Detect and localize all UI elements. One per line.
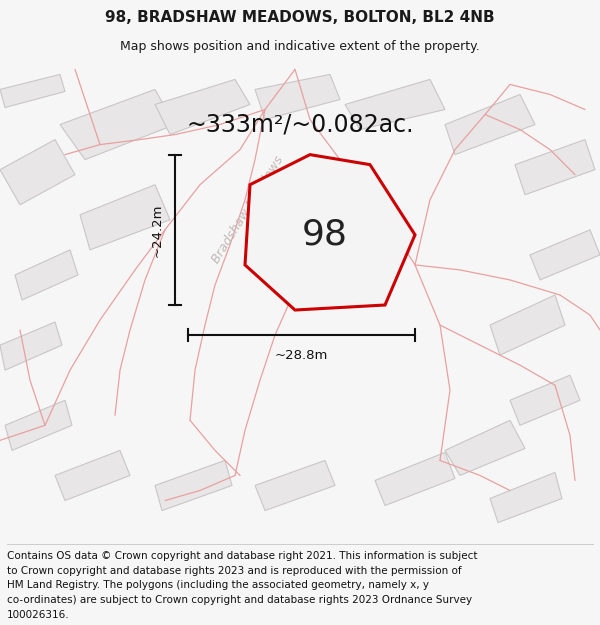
Text: co-ordinates) are subject to Crown copyright and database rights 2023 Ordnance S: co-ordinates) are subject to Crown copyr… <box>7 595 472 605</box>
Text: Map shows position and indicative extent of the property.: Map shows position and indicative extent… <box>120 40 480 52</box>
Text: 98: 98 <box>302 218 348 252</box>
Polygon shape <box>155 79 250 134</box>
Polygon shape <box>510 375 580 426</box>
Polygon shape <box>80 185 170 250</box>
Text: Contains OS data © Crown copyright and database right 2021. This information is : Contains OS data © Crown copyright and d… <box>7 551 478 561</box>
Text: ~28.8m: ~28.8m <box>275 349 328 362</box>
Text: HM Land Registry. The polygons (including the associated geometry, namely x, y: HM Land Registry. The polygons (includin… <box>7 580 429 590</box>
Polygon shape <box>0 74 65 108</box>
Polygon shape <box>5 400 72 451</box>
Text: 98, BRADSHAW MEADOWS, BOLTON, BL2 4NB: 98, BRADSHAW MEADOWS, BOLTON, BL2 4NB <box>105 10 495 25</box>
Text: ~24.2m: ~24.2m <box>151 203 163 257</box>
Polygon shape <box>530 230 600 280</box>
Polygon shape <box>0 139 75 205</box>
Polygon shape <box>490 295 565 355</box>
Polygon shape <box>490 472 562 522</box>
Polygon shape <box>60 89 175 159</box>
Polygon shape <box>155 461 232 511</box>
Polygon shape <box>515 139 595 195</box>
Polygon shape <box>345 79 445 129</box>
Polygon shape <box>245 154 415 310</box>
Polygon shape <box>255 461 335 511</box>
Polygon shape <box>0 322 62 370</box>
Polygon shape <box>55 451 130 501</box>
Polygon shape <box>445 94 535 154</box>
Text: to Crown copyright and database rights 2023 and is reproduced with the permissio: to Crown copyright and database rights 2… <box>7 566 462 576</box>
Polygon shape <box>445 420 525 476</box>
Polygon shape <box>375 452 455 506</box>
Text: Bradshaw Meadows: Bradshaw Meadows <box>209 154 286 266</box>
Text: ~333m²/~0.082ac.: ~333m²/~0.082ac. <box>186 112 414 136</box>
Text: 100026316.: 100026316. <box>7 610 70 620</box>
Polygon shape <box>255 74 340 119</box>
Polygon shape <box>15 250 78 300</box>
